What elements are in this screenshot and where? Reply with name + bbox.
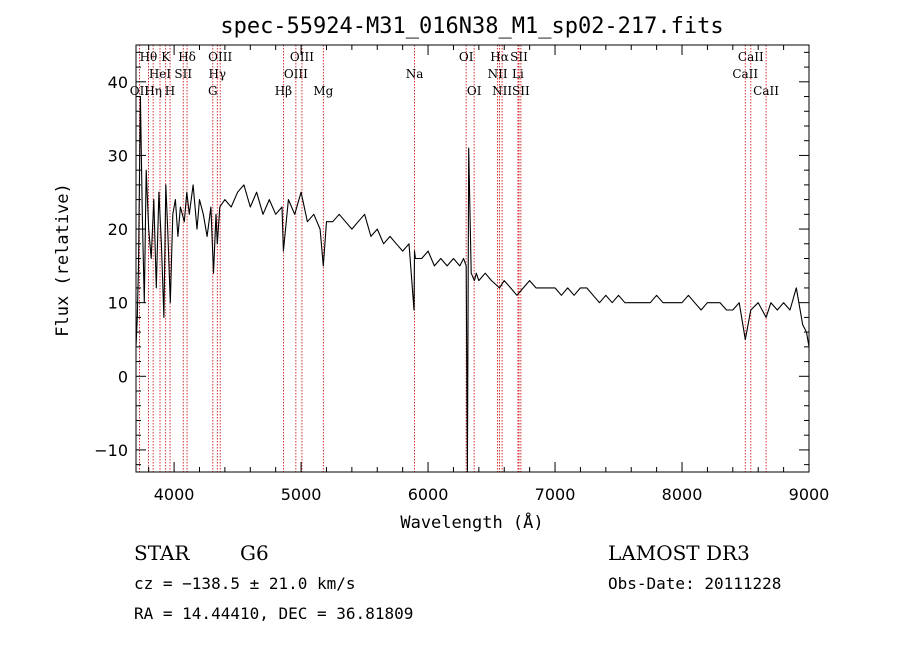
spectral-line-label: SII (174, 67, 192, 81)
spectral-line-label: HeI (149, 67, 172, 81)
spectral-line-label: CaII (738, 50, 764, 64)
survey-name: LAMOST DR3 (608, 541, 750, 565)
spectral-line-label: Hγ (208, 67, 226, 81)
spectral-line-label: Hη (144, 84, 162, 98)
spectral-line-label: Hβ (275, 84, 292, 98)
spectral-line-label: OII (130, 84, 150, 98)
y-axis-label: Flux (relative) (53, 183, 73, 337)
spectral-line-label: H (165, 84, 175, 98)
spectral-line-label: Hα (490, 50, 509, 64)
spectral-line-label: CaII (753, 84, 779, 98)
x-axis-ticks: 4000 5000 6000 7000 8000 9000 (148, 45, 830, 504)
spectral-line-label: NII (492, 84, 512, 98)
x-tick-label: 9000 (789, 485, 830, 504)
y-axis-ticks: −10 0 10 20 30 40 (94, 51, 809, 466)
spectral-line-labels: OII Hθ Hη HeI K H SII Hδ G Hγ OIII Hβ OIII OIII Mg Na OI… (130, 50, 779, 98)
y-tick-label: 0 (118, 367, 128, 386)
spectral-line-label: OI (467, 84, 482, 98)
x-tick-label: 6000 (408, 485, 449, 504)
spectral-line-label: Li (512, 67, 524, 81)
x-tick-label: 4000 (154, 485, 195, 504)
spectral-line-label: SII (512, 84, 530, 98)
y-tick-label: −10 (94, 441, 128, 460)
plot-frame (135, 44, 810, 473)
spectral-line-label: Mg (313, 84, 333, 98)
x-tick-label: 5000 (281, 485, 322, 504)
y-tick-label: 40 (108, 73, 128, 92)
chart-title: spec-55924-M31_016N38_M1_sp02-217.fits (220, 14, 723, 39)
y-tick-label: 10 (108, 294, 128, 313)
spectrum-series (135, 95, 810, 473)
spectral-line-label: G (208, 84, 218, 98)
spectrum-line (135, 95, 810, 473)
spectral-line-label: K (161, 50, 171, 64)
object-class: STAR (134, 541, 190, 565)
spectral-line-label: Na (406, 67, 424, 81)
spectral-line-label: SII (510, 50, 528, 64)
spectral-line-label: OIII (290, 50, 314, 64)
object-subclass: G6 (240, 541, 269, 565)
redshift-readout: cz = −138.5 ± 21.0 km/s (134, 574, 356, 593)
spectral-line-label: OIII (284, 67, 308, 81)
spectral-line-label: Hδ (178, 50, 196, 64)
spectral-line-markers (139, 45, 767, 472)
x-tick-label: 7000 (535, 485, 576, 504)
y-tick-label: 30 (108, 146, 128, 165)
observation-date: Obs-Date: 20111228 (608, 574, 781, 593)
spectral-line-label: Hθ (140, 50, 158, 64)
spectral-line-label: OIII (208, 50, 232, 64)
spectral-line-label: CaII (732, 67, 758, 81)
spectral-line-label: NII (488, 67, 508, 81)
coordinates-readout: RA = 14.44410, DEC = 36.81809 (134, 604, 413, 623)
x-axis-label: Wavelength (Å) (400, 511, 543, 533)
x-tick-label: 8000 (662, 485, 703, 504)
y-tick-label: 20 (108, 220, 128, 239)
spectral-line-label: OI (459, 50, 474, 64)
